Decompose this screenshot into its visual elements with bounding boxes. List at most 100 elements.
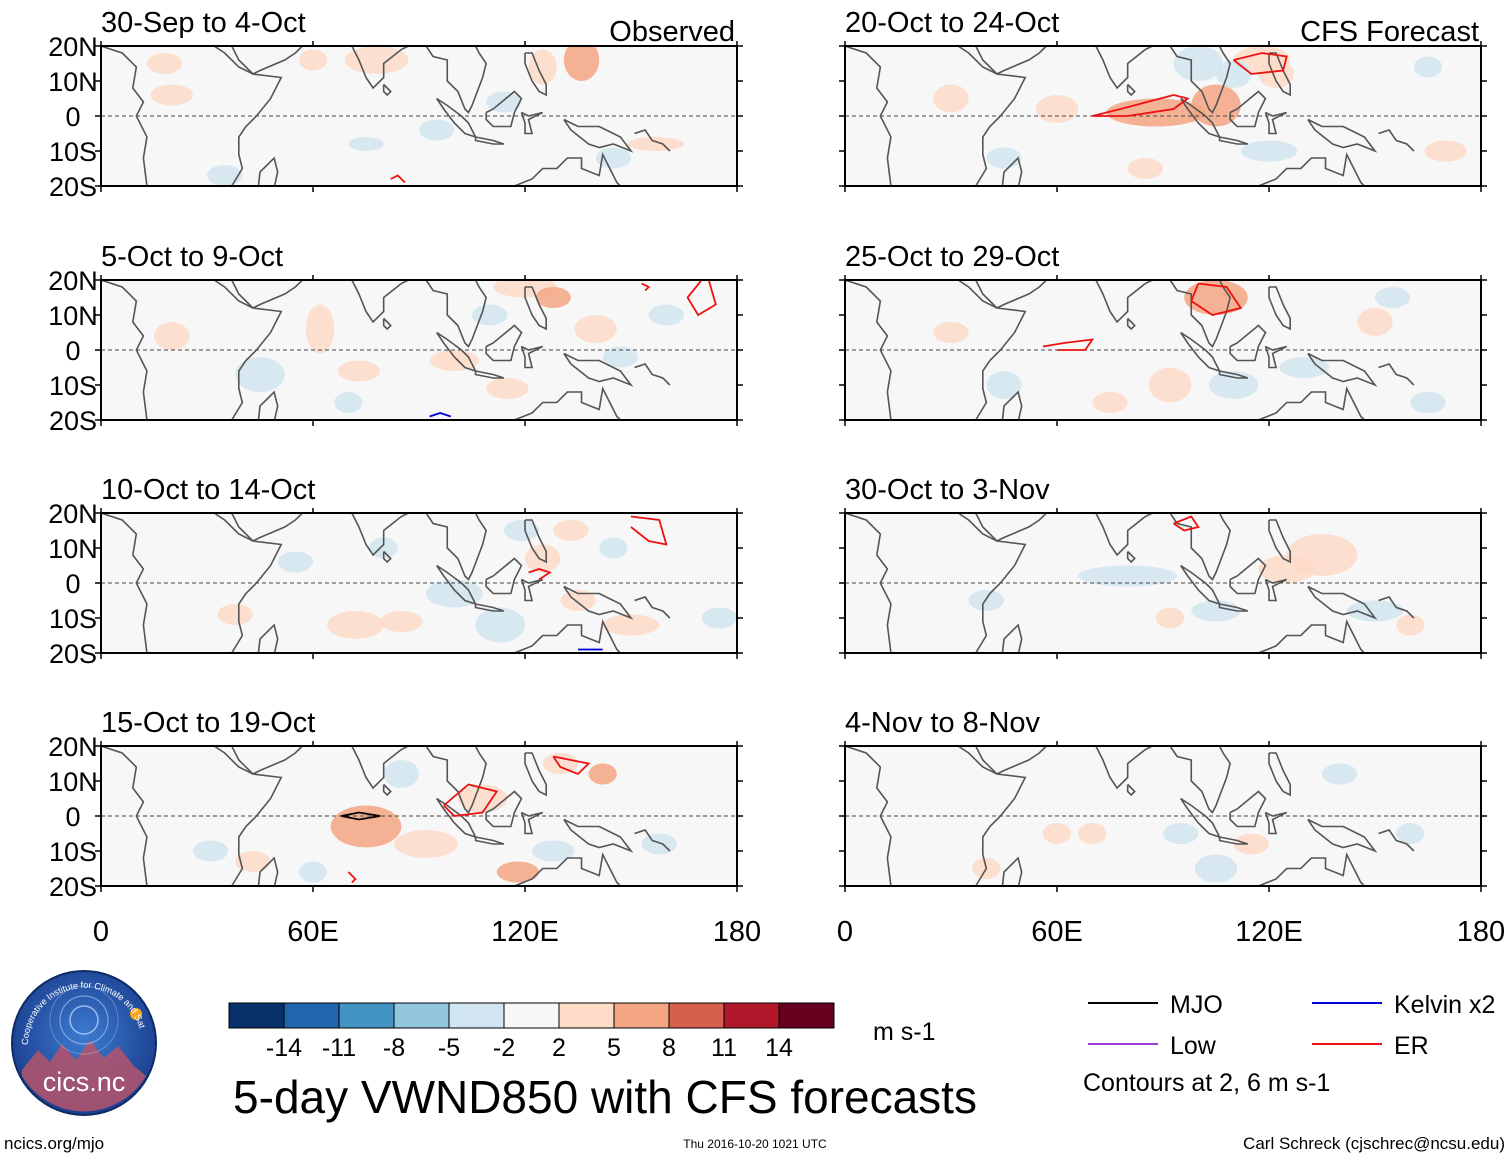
panel-plot-area (845, 746, 1481, 886)
anomaly-region (383, 760, 420, 788)
anomaly-region (486, 378, 529, 399)
anomaly-region (1322, 763, 1358, 785)
coastline (231, 746, 283, 886)
coastline (1264, 345, 1288, 369)
coastline (425, 746, 487, 814)
coastline (257, 156, 279, 186)
coastline (1268, 52, 1291, 97)
anomaly-region (344, 46, 409, 74)
contour-er (641, 282, 651, 292)
coastline (474, 603, 505, 612)
anomaly-region (1258, 60, 1294, 88)
coastline (382, 83, 392, 97)
panel-title: 30-Oct to 3-Nov (845, 474, 1050, 506)
anomaly-region (348, 137, 384, 151)
anomaly-region (968, 590, 1004, 611)
coastline (337, 280, 409, 324)
anomaly-region (192, 840, 229, 862)
coastline (231, 280, 283, 420)
coastline (425, 513, 487, 581)
panel-observed-3: 20N 10N 0 10S 20S 10-Oct to 14-Oct (48, 474, 743, 669)
y-tick-label: 10N (48, 534, 98, 564)
panel-plot-area (845, 513, 1481, 653)
coastline (1229, 90, 1267, 128)
coastline (500, 385, 621, 420)
coastline (1229, 790, 1267, 828)
x-tick-label: 0 (837, 916, 853, 948)
coastline (1126, 550, 1136, 564)
logo-ring (69, 1005, 99, 1035)
coastline (563, 818, 634, 853)
coastline (524, 52, 548, 97)
colorbar-tick-label: 14 (765, 1034, 793, 1062)
coastline (957, 46, 1047, 75)
coastline (1307, 118, 1378, 153)
panel-forecast-1: 20-Oct to 24-Oct CFS Forecast (839, 7, 1487, 192)
anomaly-region (602, 346, 639, 368)
coastline (520, 345, 544, 369)
anomaly-region (553, 520, 589, 541)
anomaly-region (1127, 158, 1164, 179)
anomaly-region (1035, 95, 1079, 123)
anomaly-region (542, 753, 578, 774)
colorbar-swatch (228, 1002, 285, 1029)
coastline (1169, 513, 1231, 581)
coastline (1264, 578, 1288, 602)
panel-observed-2: 20N 10N 0 10S 20S 5-Oct to 9-Oct (48, 241, 743, 436)
anomaly-region (496, 861, 540, 883)
coastline (1229, 557, 1267, 595)
anomaly-region (1216, 60, 1252, 88)
colorbar-tick-label: 11 (711, 1034, 737, 1062)
y-tick-label: 20S (49, 406, 97, 436)
legend-label: Kelvin x2 (1394, 991, 1495, 1019)
logo-text: cics.nc (43, 1067, 126, 1097)
anomaly-region (1413, 56, 1443, 78)
coastline (1001, 390, 1023, 420)
anomaly-region (419, 119, 455, 141)
y-tick-label: 20N (48, 499, 98, 529)
contour-er (1233, 52, 1288, 75)
site-link[interactable]: ncics.org/mjo (4, 1134, 104, 1153)
coastline (563, 118, 634, 153)
coastline (231, 46, 283, 186)
panel-title: 25-Oct to 29-Oct (845, 241, 1059, 273)
coastline (1244, 851, 1365, 886)
coastline (485, 557, 523, 595)
contour-mjo (341, 811, 381, 821)
panel-plot-area (101, 513, 737, 653)
anomaly-region (472, 304, 508, 326)
anomaly-region (1424, 140, 1467, 162)
coastline (975, 280, 1027, 420)
coastline (1218, 603, 1249, 612)
anomaly-region (1173, 46, 1224, 81)
anomaly-region (1163, 823, 1199, 844)
contour-er (630, 515, 668, 546)
coastline (101, 280, 148, 420)
coastline (1001, 623, 1023, 653)
coastline (1218, 370, 1249, 379)
coastline (337, 46, 409, 90)
colorbar-swatch (613, 1002, 670, 1029)
colorbar-swatch (338, 1002, 395, 1029)
anomaly-region (535, 287, 571, 308)
y-tick-label: 20N (48, 32, 98, 62)
contour-er (1173, 515, 1200, 532)
coastline (524, 752, 548, 797)
x-tick-label: 60E (1031, 916, 1083, 948)
x-tick-label: 0 (93, 916, 109, 948)
panel-plot-area (101, 746, 737, 886)
colorbar-swatch (778, 1002, 835, 1029)
coastline (1307, 352, 1378, 387)
panel-title: 20-Oct to 24-Oct (845, 7, 1059, 39)
anomaly-region (563, 46, 600, 81)
x-tick-label: 180 (1457, 916, 1505, 948)
coastline (1229, 324, 1267, 362)
coastline (257, 856, 279, 886)
legend-label: ER (1394, 1032, 1429, 1060)
anomaly-region (1208, 371, 1259, 399)
coastline (524, 519, 548, 564)
anomaly-region (986, 371, 1022, 399)
anomaly-region (475, 607, 525, 643)
coastline (1378, 829, 1415, 852)
